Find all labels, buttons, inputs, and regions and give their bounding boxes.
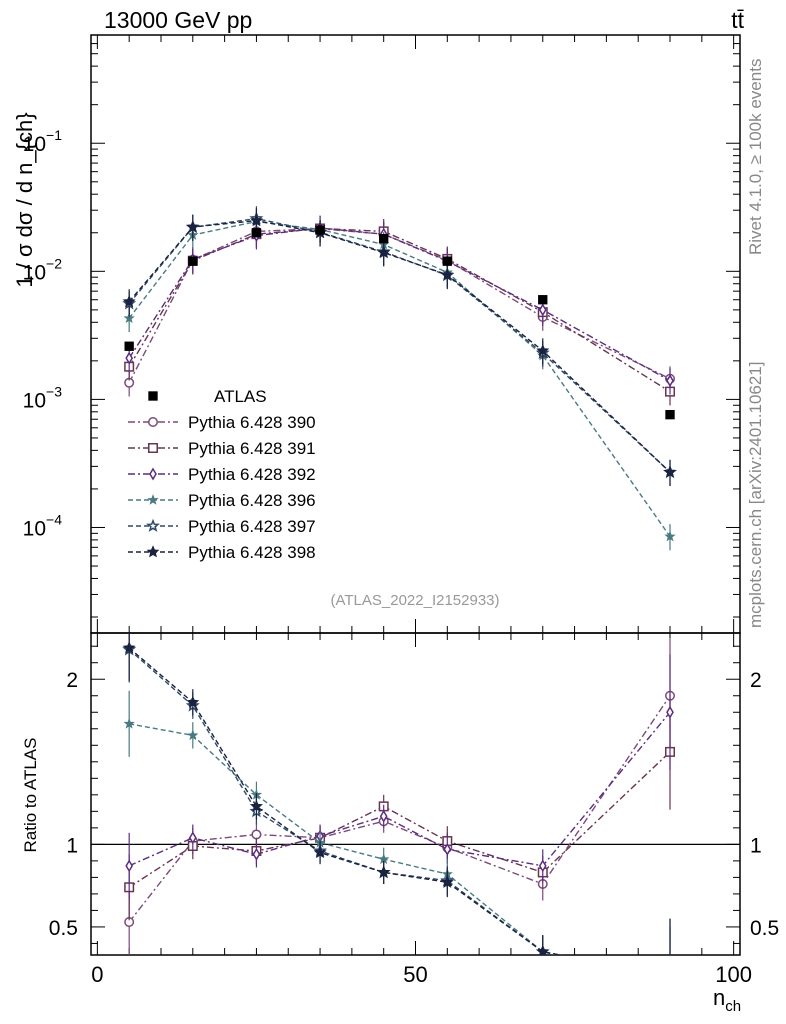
side-label-bottom: mcplots.cern.ch [arXiv:2401.10621] <box>746 362 765 628</box>
legend-marker-3 <box>149 467 157 481</box>
ratio-series-3-point <box>252 847 261 861</box>
atlas-data-point <box>251 228 262 238</box>
main-y-tick-base: 10 <box>23 517 46 540</box>
ratio-series-6-point <box>249 799 263 812</box>
series-3-point <box>125 351 134 365</box>
ratio-y-tick-label: 1 <box>66 834 78 857</box>
series-6-point <box>249 213 263 227</box>
ratio-series-4-line <box>129 723 559 955</box>
series-6-point <box>663 465 677 478</box>
analysis-tag: (ATLAS_2022_I2152933) <box>330 592 499 609</box>
series-3-point <box>666 374 674 388</box>
ratio-series-5-line <box>128 648 564 955</box>
legend-label-4: Pythia 6.428 396 <box>188 491 316 510</box>
atlas-data-point <box>538 295 548 305</box>
y-axis-label-main: 1 / σ dσ / d n_{ch} <box>12 112 37 287</box>
ratio-series-group <box>122 633 676 955</box>
chart-title: 13000 GeV pp <box>104 7 252 33</box>
legend-label-5: Pythia 6.428 397 <box>188 517 316 536</box>
ratio-series-2-line <box>128 751 671 888</box>
ratio-series-6-point <box>122 641 136 654</box>
legend-atlas-marker <box>148 391 158 401</box>
x-tick-label: 100 <box>715 962 752 987</box>
ratio-series-3-point <box>538 859 547 873</box>
atlas-data-point <box>665 409 675 420</box>
legend-atlas-label: ATLAS <box>214 387 267 406</box>
process-label: tt̄ <box>731 7 744 33</box>
ratio-series-1-point <box>251 829 262 840</box>
x-axis-label-main: n <box>713 985 725 1010</box>
main-y-tick-exp: −4 <box>46 511 62 527</box>
ratio-series-4-point <box>187 729 199 741</box>
series-3-line <box>128 227 671 382</box>
x-axis-label-sub: ch <box>725 998 741 1015</box>
ratio-series-3-line <box>128 711 671 867</box>
atlas-data-point <box>442 256 452 266</box>
series-6-point <box>377 245 391 259</box>
main-y-tick-label: 10−2 <box>23 255 63 284</box>
ratio-plot: 0 50 100 0.5 0.5 1 1 2 2 <box>49 632 779 987</box>
main-y-tick-exp: −2 <box>46 255 62 271</box>
series-2-line <box>128 227 671 393</box>
legend-marker-2 <box>148 443 158 453</box>
ratio-y-tick-label: 2 <box>66 669 78 692</box>
series-6-point <box>536 343 550 357</box>
series-6-point <box>186 220 200 233</box>
main-y-tick-label: 10−3 <box>23 383 63 412</box>
ratio-series-3-point <box>666 705 674 719</box>
main-plot: 10−110−210−310−4 <box>23 34 741 634</box>
atlas-data-point <box>315 225 325 235</box>
legend-marker-5 <box>145 518 161 532</box>
legend-marker-4 <box>147 494 159 505</box>
ratio-series-1-line <box>128 695 671 923</box>
side-label-top: Rivet 4.1.0, ≥ 100k events <box>746 59 765 255</box>
ratio-y-tick-label-right: 0.5 <box>750 917 779 940</box>
y-axis-label-ratio: Ratio to ATLAS <box>21 738 40 853</box>
ratio-y-tick-label-right: 1 <box>750 834 762 857</box>
x-axis-label: nch <box>713 985 741 1015</box>
atlas-data-point <box>188 256 198 266</box>
atlas-data-point <box>379 233 389 244</box>
x-tick-label: 50 <box>403 962 427 987</box>
ratio-series-6-line <box>128 647 564 955</box>
ratio-series-6-point <box>186 695 200 708</box>
series-4-point <box>123 312 135 324</box>
ratio-series-6-point <box>313 845 327 859</box>
legend-label-2: Pythia 6.428 391 <box>188 439 316 458</box>
legend-label-6: Pythia 6.428 398 <box>188 543 316 562</box>
main-y-tick-label: 10−1 <box>23 127 63 156</box>
series-3-point <box>538 303 547 317</box>
ratio-series-4-point <box>123 717 135 729</box>
main-y-tick-base: 10 <box>23 133 46 156</box>
legend-marker-6 <box>146 545 160 558</box>
legend: ATLAS Pythia 6.428 390 Pythia 6.428 391 Pyt… <box>128 387 316 562</box>
legend-label-3: Pythia 6.428 392 <box>188 465 316 484</box>
legend-label-1: Pythia 6.428 390 <box>188 413 316 432</box>
main-y-tick-exp: −1 <box>46 127 62 143</box>
ratio-series-3-point <box>125 859 134 873</box>
x-tick-label: 0 <box>91 962 103 987</box>
ratio-series-6-point <box>440 875 454 888</box>
series-4-line <box>128 220 671 537</box>
main-y-tick-exp: −3 <box>46 383 62 399</box>
main-y-tick-base: 10 <box>23 389 46 412</box>
ratio-series-3-point <box>188 831 197 845</box>
series-5-line <box>128 217 671 473</box>
series-6-point <box>440 268 454 281</box>
main-y-tick-label: 10−4 <box>23 511 63 540</box>
ratio-y-tick-label: 0.5 <box>49 917 78 940</box>
ratio-series-6-point <box>377 865 391 878</box>
legend-marker-1 <box>148 417 158 427</box>
ratio-frame <box>90 632 741 956</box>
series-6-point <box>122 294 136 308</box>
series-4-point <box>664 530 676 542</box>
ratio-y-tick-label-right: 2 <box>750 669 762 692</box>
series-6-line <box>128 219 671 473</box>
ratio-series-3-point <box>379 809 388 823</box>
ratio-series-3-point <box>443 842 452 856</box>
atlas-data-point <box>124 341 134 351</box>
ratio-series-6-point <box>536 944 550 955</box>
main-y-tick-base: 10 <box>23 261 46 284</box>
